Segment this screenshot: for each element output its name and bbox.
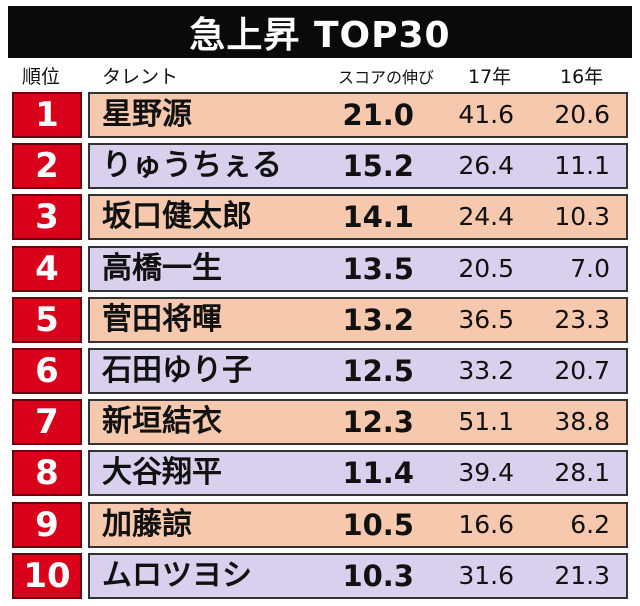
table-row: 5 菅田将暉 13.2 36.5 23.3 (8, 296, 632, 343)
talent-name: りゅうちぇる (102, 148, 282, 184)
table-row: 3 坂口健太郎 14.1 24.4 10.3 (8, 194, 632, 241)
score-2017: 31.6 (458, 560, 514, 590)
score-2016: 21.3 (554, 560, 610, 590)
row-band (88, 296, 628, 343)
header-rank: 順位 (22, 66, 61, 88)
table-row: 1 星野源 21.0 41.6 20.6 (8, 92, 632, 138)
score-2017: 16.6 (458, 509, 514, 539)
score-2016: 20.6 (554, 100, 610, 129)
score-2017: 41.6 (458, 100, 514, 129)
score-2017: 51.1 (458, 407, 514, 437)
talent-name: 大谷翔平 (102, 455, 222, 491)
score-growth: 14.1 (342, 200, 414, 235)
table-row: 4 高橋一生 13.5 20.5 7.0 (8, 245, 632, 292)
table-row: 9 加藤諒 10.5 16.6 6.2 (8, 501, 632, 548)
row-band (88, 92, 628, 138)
score-2016: 38.8 (554, 407, 610, 437)
talent-name: ムロツヨシ (102, 557, 252, 593)
row-band (88, 245, 628, 292)
rank-badge: 7 (12, 399, 82, 446)
score-2016: 6.2 (570, 509, 610, 539)
score-2016: 20.7 (554, 356, 610, 385)
rank-badge: 4 (12, 245, 82, 292)
score-growth: 12.3 (342, 405, 414, 440)
rank-badge: 2 (12, 143, 82, 190)
table-row: 8 大谷翔平 11.4 39.4 28.1 (8, 450, 632, 497)
score-growth: 10.5 (342, 507, 414, 542)
score-growth: 10.3 (342, 558, 414, 593)
score-2017: 33.2 (458, 356, 514, 385)
score-2017: 24.4 (458, 202, 514, 232)
page-title: 急上昇 TOP30 (8, 6, 632, 58)
score-growth: 12.5 (342, 354, 414, 388)
row-band (88, 348, 628, 394)
score-growth: 11.4 (342, 456, 414, 491)
talent-name: 加藤諒 (102, 506, 192, 542)
score-2017: 20.5 (458, 253, 514, 283)
header-16: 16年 (560, 66, 604, 88)
table-row: 2 りゅうちぇる 15.2 26.4 11.1 (8, 143, 632, 190)
talent-name: 坂口健太郎 (102, 199, 252, 235)
row-band (88, 399, 628, 446)
score-growth: 13.2 (342, 302, 414, 337)
score-2016: 23.3 (554, 304, 610, 334)
table-row: 6 石田ゆり子 12.5 33.2 20.7 (8, 348, 632, 394)
rank-badge: 1 (12, 92, 82, 138)
score-2016: 11.1 (554, 151, 610, 181)
score-2016: 10.3 (554, 202, 610, 232)
rank-badge: 3 (12, 194, 82, 241)
row-band (88, 501, 628, 548)
score-2017: 26.4 (458, 151, 514, 181)
talent-name: 菅田将暉 (102, 301, 222, 337)
header-talent: タレント (102, 66, 179, 88)
rank-badge: 9 (12, 501, 82, 548)
table-row: 7 新垣結衣 12.3 51.1 38.8 (8, 399, 632, 446)
score-growth: 21.0 (342, 98, 414, 132)
header-17: 17年 (468, 66, 512, 88)
talent-name: 星野源 (102, 97, 192, 132)
score-growth: 13.5 (342, 251, 414, 286)
rank-badge: 8 (12, 450, 82, 497)
row-band (88, 552, 628, 599)
row-band (88, 194, 628, 241)
score-2017: 39.4 (458, 458, 514, 488)
rank-badge: 6 (12, 348, 82, 394)
rank-badge: 5 (12, 296, 82, 343)
talent-name: 高橋一生 (102, 250, 222, 286)
score-2016: 28.1 (554, 458, 610, 488)
score-growth: 15.2 (342, 149, 414, 184)
rank-badge: 10 (12, 552, 82, 599)
table-row: 10 ムロツヨシ 10.3 31.6 21.3 (8, 552, 632, 599)
header-score: スコアの伸び (338, 68, 435, 87)
talent-name: 新垣結衣 (102, 404, 222, 440)
row-band (88, 450, 628, 497)
table-header: 順位 タレント スコアの伸び 17年 16年 (8, 62, 632, 88)
score-2016: 7.0 (570, 253, 610, 283)
row-band (88, 143, 628, 190)
score-2017: 36.5 (458, 304, 514, 334)
talent-name: 石田ゆり子 (102, 353, 252, 388)
